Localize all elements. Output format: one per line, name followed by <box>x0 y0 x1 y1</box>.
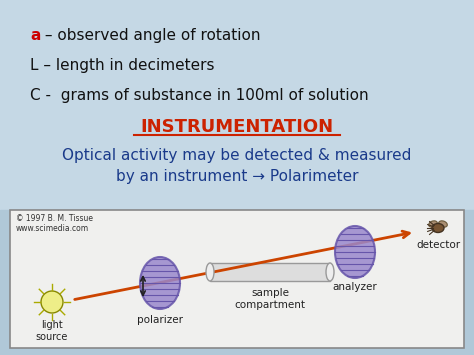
Ellipse shape <box>326 263 334 281</box>
Text: INSTRUMENTATION: INSTRUMENTATION <box>140 118 334 136</box>
Text: L – length in decimeters: L – length in decimeters <box>30 58 215 73</box>
Text: analyzer: analyzer <box>333 282 377 292</box>
Ellipse shape <box>432 224 444 233</box>
Circle shape <box>41 291 63 313</box>
Bar <box>0 210 474 355</box>
Text: sample
compartment: sample compartment <box>235 288 306 310</box>
Text: – observed angle of rotation: – observed angle of rotation <box>40 28 261 43</box>
Text: polarizer: polarizer <box>137 315 183 325</box>
Text: light
source: light source <box>36 320 68 342</box>
Ellipse shape <box>206 263 214 281</box>
Text: © 1997 B. M. Tissue
www.scimedia.com: © 1997 B. M. Tissue www.scimedia.com <box>16 214 93 233</box>
Text: Optical activity may be detected & measured
by an instrument → Polarimeter: Optical activity may be detected & measu… <box>62 148 412 184</box>
Ellipse shape <box>140 257 180 309</box>
Text: detector: detector <box>416 240 460 250</box>
Text: a: a <box>30 28 40 43</box>
Ellipse shape <box>335 226 375 278</box>
FancyBboxPatch shape <box>10 210 464 348</box>
Bar <box>210 263 330 281</box>
Ellipse shape <box>438 221 447 227</box>
Bar <box>0 0 474 210</box>
Ellipse shape <box>428 221 438 227</box>
Text: C -  grams of substance in 100ml of solution: C - grams of substance in 100ml of solut… <box>30 88 369 103</box>
